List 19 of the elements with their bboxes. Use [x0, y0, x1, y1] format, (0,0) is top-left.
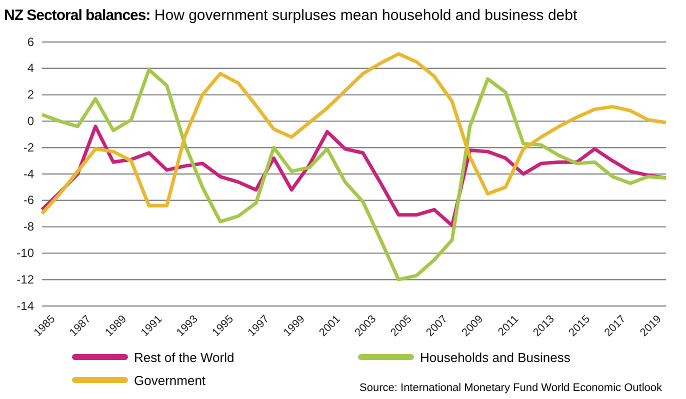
- chart-subtitle: How government surpluses mean household and business debt: [150, 7, 578, 24]
- y-tick-label: -14: [16, 298, 34, 313]
- y-tick-label: -8: [23, 220, 34, 234]
- y-tick-label: -6: [23, 193, 34, 208]
- y-tick-label: 0: [27, 114, 34, 128]
- y-tick-label: 4: [27, 61, 34, 76]
- y-tick-label: -10: [16, 246, 34, 260]
- legend-label: Households and Business: [420, 350, 571, 365]
- y-tick-label: 6: [27, 34, 34, 49]
- line-series: [40, 68, 668, 282]
- source-note: Source: International Monetary Fund World Economic Outlook: [360, 382, 662, 394]
- y-tick-label: -12: [16, 272, 34, 286]
- line-series: [40, 52, 668, 216]
- y-tick-label: -2: [23, 140, 34, 154]
- legend-label: Government: [134, 373, 206, 388]
- y-tick-label: -4: [23, 166, 34, 181]
- legend-label: Rest of the World: [134, 350, 234, 365]
- y-tick-label: 2: [27, 88, 34, 102]
- chart-title: NZ Sectoral balances:: [4, 7, 150, 24]
